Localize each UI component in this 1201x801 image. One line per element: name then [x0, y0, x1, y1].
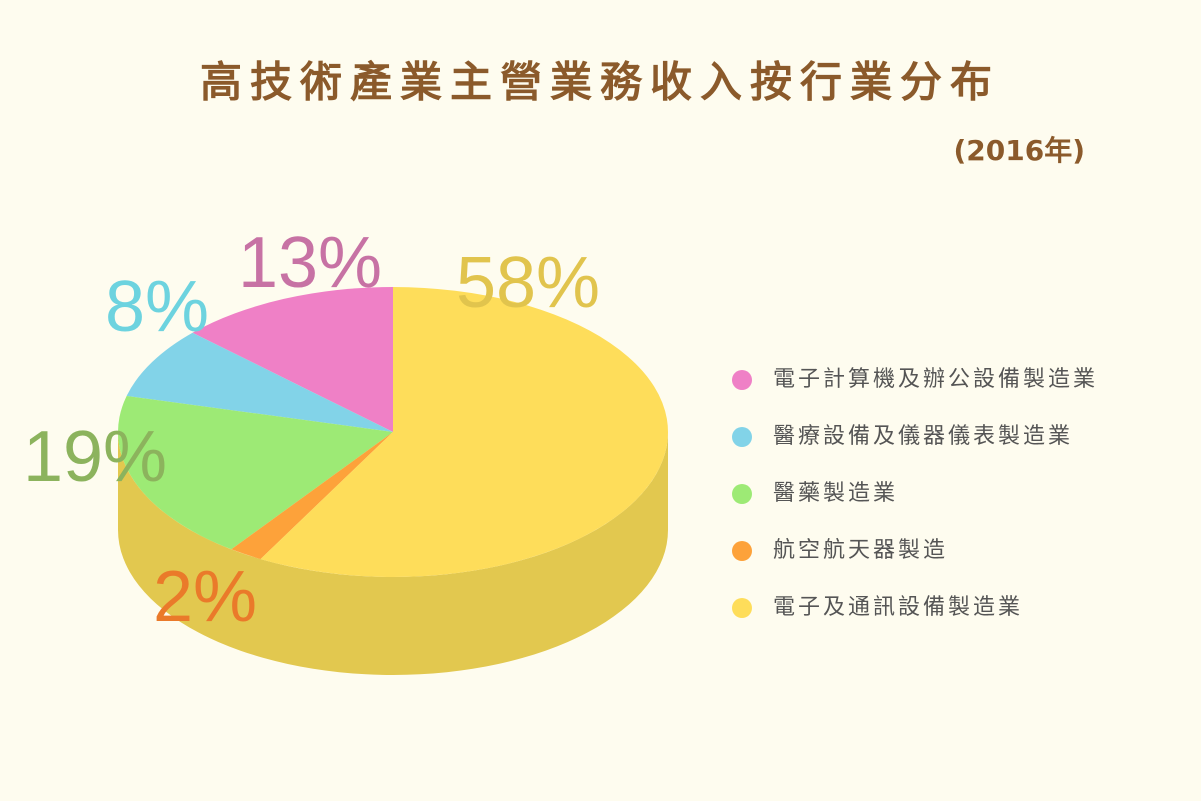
value-label: 8% [105, 267, 209, 347]
value-label: 58% [456, 243, 600, 323]
legend-marker [732, 370, 752, 390]
value-label: 19% [23, 417, 167, 497]
legend-label: 航空航天器製造 [773, 538, 948, 563]
pie-slice [231, 432, 393, 560]
pie-slice [192, 287, 393, 432]
pie-slice [117, 395, 393, 550]
legend-label: 電子及通訊設備製造業 [773, 595, 1023, 620]
legend-label: 電子計算機及辦公設備製造業 [773, 367, 1098, 392]
legend-label: 醫療設備及儀器儀表製造業 [773, 424, 1073, 449]
legend-marker [732, 484, 752, 504]
legend-label: 醫藥製造業 [773, 481, 898, 506]
pie-side [118, 432, 668, 675]
chart-subtitle: (2016年) [953, 134, 1085, 167]
value-label: 2% [153, 557, 257, 637]
pie-slice [260, 287, 669, 577]
pie-slice [126, 332, 393, 432]
value-label: 13% [238, 223, 382, 303]
legend-marker [732, 598, 752, 618]
chart-title: 高技術產業主營業務收入按行業分布 [200, 58, 1000, 107]
legend-marker [732, 541, 752, 561]
legend-marker [732, 427, 752, 447]
